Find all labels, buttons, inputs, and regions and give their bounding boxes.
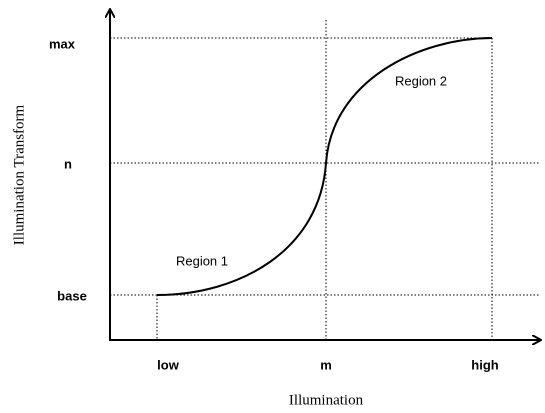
x-tick-label: m [320,357,332,372]
region-label: Region 1 [176,253,228,268]
curve [156,37,493,296]
y-tick-label: base [57,288,87,303]
x-tick-label: low [157,357,180,372]
y-axis-label: Illumination Transform [11,104,27,245]
region-label: Region 2 [395,73,447,88]
y-tick-label: max [49,36,76,51]
x-axis-label: Illumination [289,392,364,408]
x-tick-label: high [471,357,498,372]
y-tick-label: n [64,156,72,171]
